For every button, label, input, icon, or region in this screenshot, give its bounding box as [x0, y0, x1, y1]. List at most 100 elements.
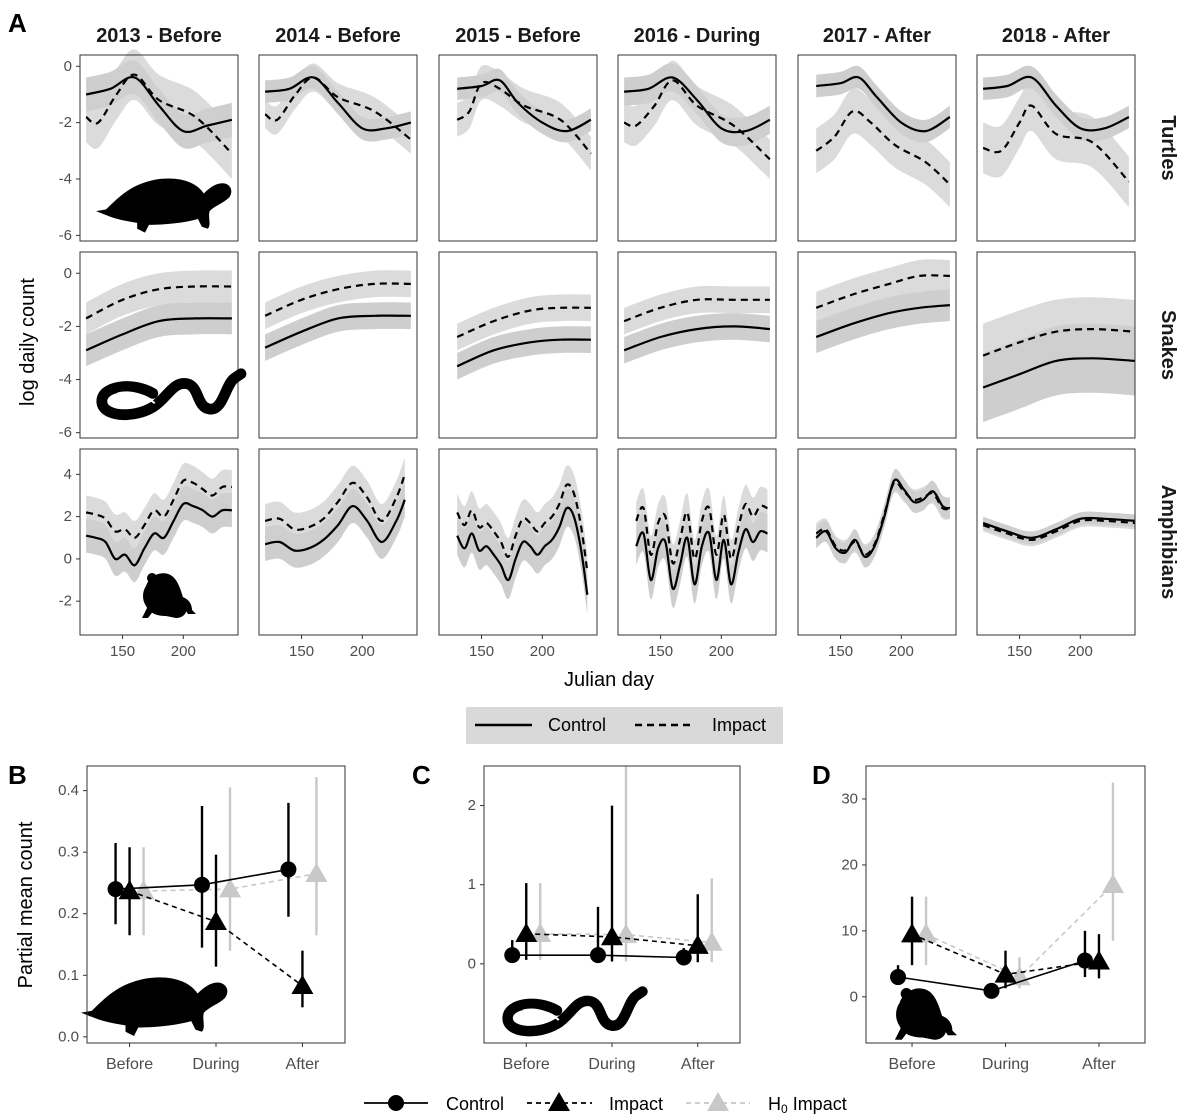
legend-label-h0-tail: Impact [788, 1094, 847, 1114]
panel-letter-b: B [8, 760, 27, 790]
legend-bcd: Control Impact H0 Impact [364, 1092, 847, 1116]
facet-border [617, 251, 777, 439]
legend-marker-control [388, 1095, 404, 1111]
impact-line [982, 104, 1130, 183]
y-tick-label: 20 [841, 856, 858, 873]
y-tick-label: 0.1 [58, 967, 79, 984]
frog-silhouette-icon [142, 573, 196, 618]
impact-line [456, 306, 591, 339]
facet-border [438, 251, 598, 439]
x-tick-label: 150 [110, 643, 135, 660]
impact-line [85, 285, 232, 320]
facet-amphibians-5: 150 200 [976, 448, 1136, 660]
impact-ribbon [624, 60, 770, 179]
legend-label-control: Control [446, 1094, 504, 1114]
control-line [635, 528, 768, 591]
facet-border [79, 448, 239, 636]
control-point [280, 861, 297, 878]
y-tick-label: 0.0 [58, 1028, 79, 1045]
y-tick-label: 0.2 [58, 905, 79, 922]
panel-letter-d: D [812, 760, 831, 790]
legend-marker-impact [548, 1092, 570, 1111]
control-line [982, 516, 1136, 539]
control-point [590, 947, 606, 964]
panel-letter-c: C [412, 760, 431, 790]
h0-impact-point [219, 878, 241, 898]
facet-snakes-2 [438, 251, 598, 439]
h0-impact-point [529, 922, 552, 943]
legend-a: Control Impact [466, 707, 783, 744]
y-tick-label: 4 [64, 466, 72, 483]
control-line [85, 502, 232, 567]
y-tick-label: 1 [468, 876, 476, 893]
facet-border [79, 54, 239, 242]
y-tick-label: 2 [64, 508, 72, 525]
control-ribbon [816, 289, 950, 353]
frog-leg [176, 596, 196, 614]
control-point [675, 949, 692, 966]
facet-border [79, 251, 239, 439]
frog-body [143, 573, 187, 618]
panel-d: D 0 10 20 30 Before During After [812, 760, 1146, 1073]
impact-point [686, 934, 709, 954]
impact-point [1087, 950, 1110, 970]
frog-leg [934, 1014, 957, 1036]
legend-label-h0-sub: 0 [781, 1102, 788, 1116]
facet-turtles-1 [258, 54, 418, 242]
facet-snakes-4 [797, 251, 957, 439]
legend-label-h0: H0 Impact [768, 1094, 847, 1116]
control-line [264, 499, 406, 552]
column-title: 2015 - Before [455, 25, 581, 47]
facet-border [976, 54, 1136, 242]
frog-arm [142, 606, 154, 618]
impact-line [635, 502, 768, 565]
column-title: 2017 - After [823, 25, 931, 47]
facet-border [617, 54, 777, 242]
impact-line [264, 282, 411, 317]
y-tick-label: 2 [468, 797, 476, 814]
y-tick-label: -6 [59, 424, 72, 441]
control-point [983, 982, 1000, 999]
impact-ribbon [983, 80, 1129, 208]
control-line [264, 76, 412, 132]
facet-snakes-5 [976, 251, 1136, 439]
x-tick-label: 150 [1007, 643, 1032, 660]
control-point [890, 969, 907, 986]
legend-label-h0-main: H [768, 1094, 781, 1114]
control-ribbon [636, 510, 768, 609]
y-tick-label: 0 [64, 58, 72, 75]
facet-amphibians-2: 150 200 [438, 448, 598, 660]
h0-impact-point [305, 862, 328, 882]
control-line [815, 304, 951, 339]
impact-point [901, 923, 924, 943]
y-axis-label: log daily count [17, 278, 39, 406]
panel-c: C 0 1 2 Before During After [412, 760, 741, 1073]
control-line [623, 76, 771, 134]
y-tick-label: 0 [468, 955, 476, 972]
x-tick-label: During [192, 1056, 239, 1073]
impact-ribbon [816, 259, 950, 324]
row-title: Amphibians [1157, 485, 1179, 599]
row-title: Snakes [1157, 310, 1179, 380]
control-point [107, 881, 124, 898]
impact-line [264, 474, 406, 531]
impact-ribbon [457, 65, 591, 171]
impact-point [515, 922, 538, 943]
impact-line [264, 76, 412, 141]
facet-snakes-1 [258, 251, 418, 439]
y-tick-label: 0 [850, 988, 858, 1005]
x-tick-label: Before [888, 1056, 935, 1073]
control-ribbon [265, 302, 411, 361]
frog-body [896, 988, 947, 1040]
impact-ribbon [86, 462, 232, 555]
x-axis-label: Julian day [564, 669, 654, 691]
impact-ribbon [624, 285, 770, 335]
facet-snakes-3 [617, 251, 777, 439]
x-tick-label: 150 [469, 643, 494, 660]
impact-ribbon [86, 270, 232, 335]
control-line [623, 325, 770, 352]
facet-border [258, 54, 418, 242]
x-tick-label: After [1082, 1056, 1116, 1073]
panel-b: B 0.0 0.1 0.2 0.3 0.4 Before During After Partial… [8, 760, 346, 1073]
x-tick-label: 200 [709, 643, 734, 660]
